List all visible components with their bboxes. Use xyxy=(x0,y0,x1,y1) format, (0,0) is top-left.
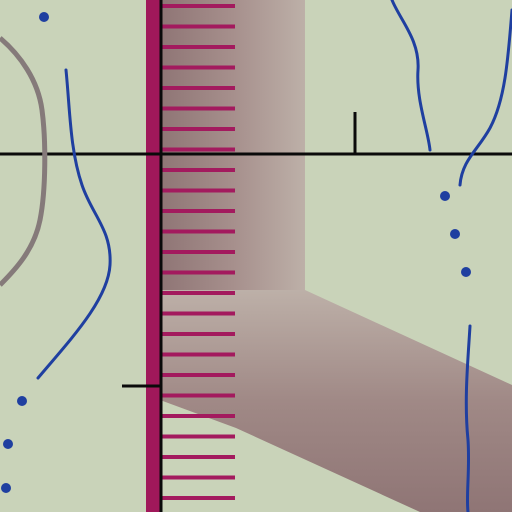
elevation-contour xyxy=(0,36,48,287)
railway xyxy=(146,0,235,512)
spring-dot xyxy=(3,439,13,449)
spring-dot xyxy=(450,229,460,239)
spring-dot xyxy=(17,396,27,406)
spring-dot xyxy=(39,12,49,22)
road-vertical xyxy=(160,0,305,290)
road-diagonal xyxy=(160,290,512,512)
stream-right-branch xyxy=(458,8,512,187)
spring-dots xyxy=(1,12,471,493)
spring-dot xyxy=(461,267,471,277)
streams xyxy=(36,0,512,512)
railway-rail xyxy=(146,0,160,512)
road-band xyxy=(160,0,512,512)
stream-left xyxy=(36,68,112,380)
stream-top-right xyxy=(390,0,432,152)
spring-dot xyxy=(440,191,450,201)
stream-right-lower xyxy=(464,324,472,512)
spring-dot xyxy=(1,483,11,493)
railway-crossties xyxy=(160,4,235,500)
